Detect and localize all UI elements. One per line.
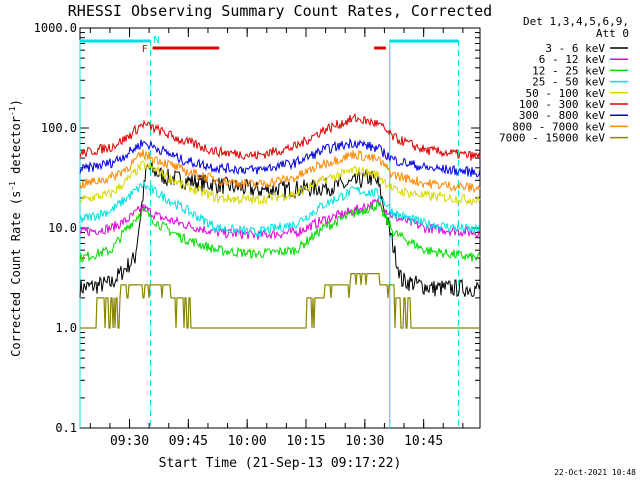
flag-label: F [142, 44, 148, 55]
y-axis: 1000.0 100.0 10.0 1.0 0.1 [34, 21, 480, 435]
plot-area [79, 27, 481, 429]
legend-entry-label: 25 - 50 keV [532, 76, 605, 89]
series-line-2 [79, 200, 481, 263]
x-tick-label: 09:30 [110, 434, 149, 449]
y-axis-label-sup2: -1 [8, 106, 17, 116]
x-tick-label: 10:15 [286, 434, 325, 449]
plot-frame-box [79, 27, 481, 429]
legend-entry-label: 12 - 25 keV [532, 64, 605, 77]
y-axis-label: Corrected Count Rate (s-1 detector-1) [8, 99, 23, 357]
chart-title: RHESSI Observing Summary Count Rates, Co… [68, 2, 492, 20]
x-tick-label: 10:45 [404, 434, 443, 449]
legend-header-1: Det 1,3,4,5,6,9, [523, 15, 629, 28]
series-line-0 [79, 162, 481, 298]
legend-entry-label: 100 - 300 keV [519, 98, 605, 111]
legend-entry-label: 7000 - 15000 keV [499, 132, 605, 145]
y-tick-label: 10.0 [48, 221, 77, 235]
x-tick-label: 09:45 [169, 434, 208, 449]
series-line-4 [79, 160, 481, 206]
y-tick-label: 100.0 [41, 121, 77, 135]
x-axis: 09:30 09:45 10:00 10:15 10:30 10:45 [89, 28, 464, 449]
series-line-8 [80, 273, 480, 329]
y-axis-label-mid: detector [9, 116, 23, 181]
y-axis-label-main: Corrected Count Rate (s [9, 191, 23, 357]
y-tick-label: 1.0 [55, 321, 77, 335]
flag-bars: NF [80, 35, 459, 55]
x-tick-label: 10:30 [345, 434, 384, 449]
footer-timestamp: 22-Oct-2021 10:48 [554, 468, 636, 477]
x-tick-label: 10:00 [228, 434, 267, 449]
legend-entry-label: 50 - 100 keV [526, 87, 606, 100]
x-axis-label: Start Time (21-Sep-13 09:17:22) [159, 456, 402, 471]
series-line-5 [79, 112, 481, 161]
legend-entry-label: 300 - 800 keV [519, 109, 605, 122]
legend-entry-label: 6 - 12 keV [539, 53, 606, 66]
flag-label: N [153, 35, 159, 46]
legend-entry-label: 800 - 7000 keV [512, 120, 605, 133]
y-axis-label-end: ) [9, 99, 23, 106]
series-line-7 [79, 149, 481, 194]
legend-header-2: Att 0 [596, 27, 629, 40]
series-line-3 [79, 180, 481, 238]
y-tick-label: 0.1 [55, 421, 77, 435]
series-lines [79, 112, 481, 329]
y-axis-label-sup1: -1 [8, 181, 17, 191]
y-tick-label: 1000.0 [34, 21, 77, 35]
series-line-6 [79, 137, 481, 178]
legend-entry-label: 3 - 6 keV [545, 42, 605, 55]
series-line-1 [79, 197, 481, 240]
